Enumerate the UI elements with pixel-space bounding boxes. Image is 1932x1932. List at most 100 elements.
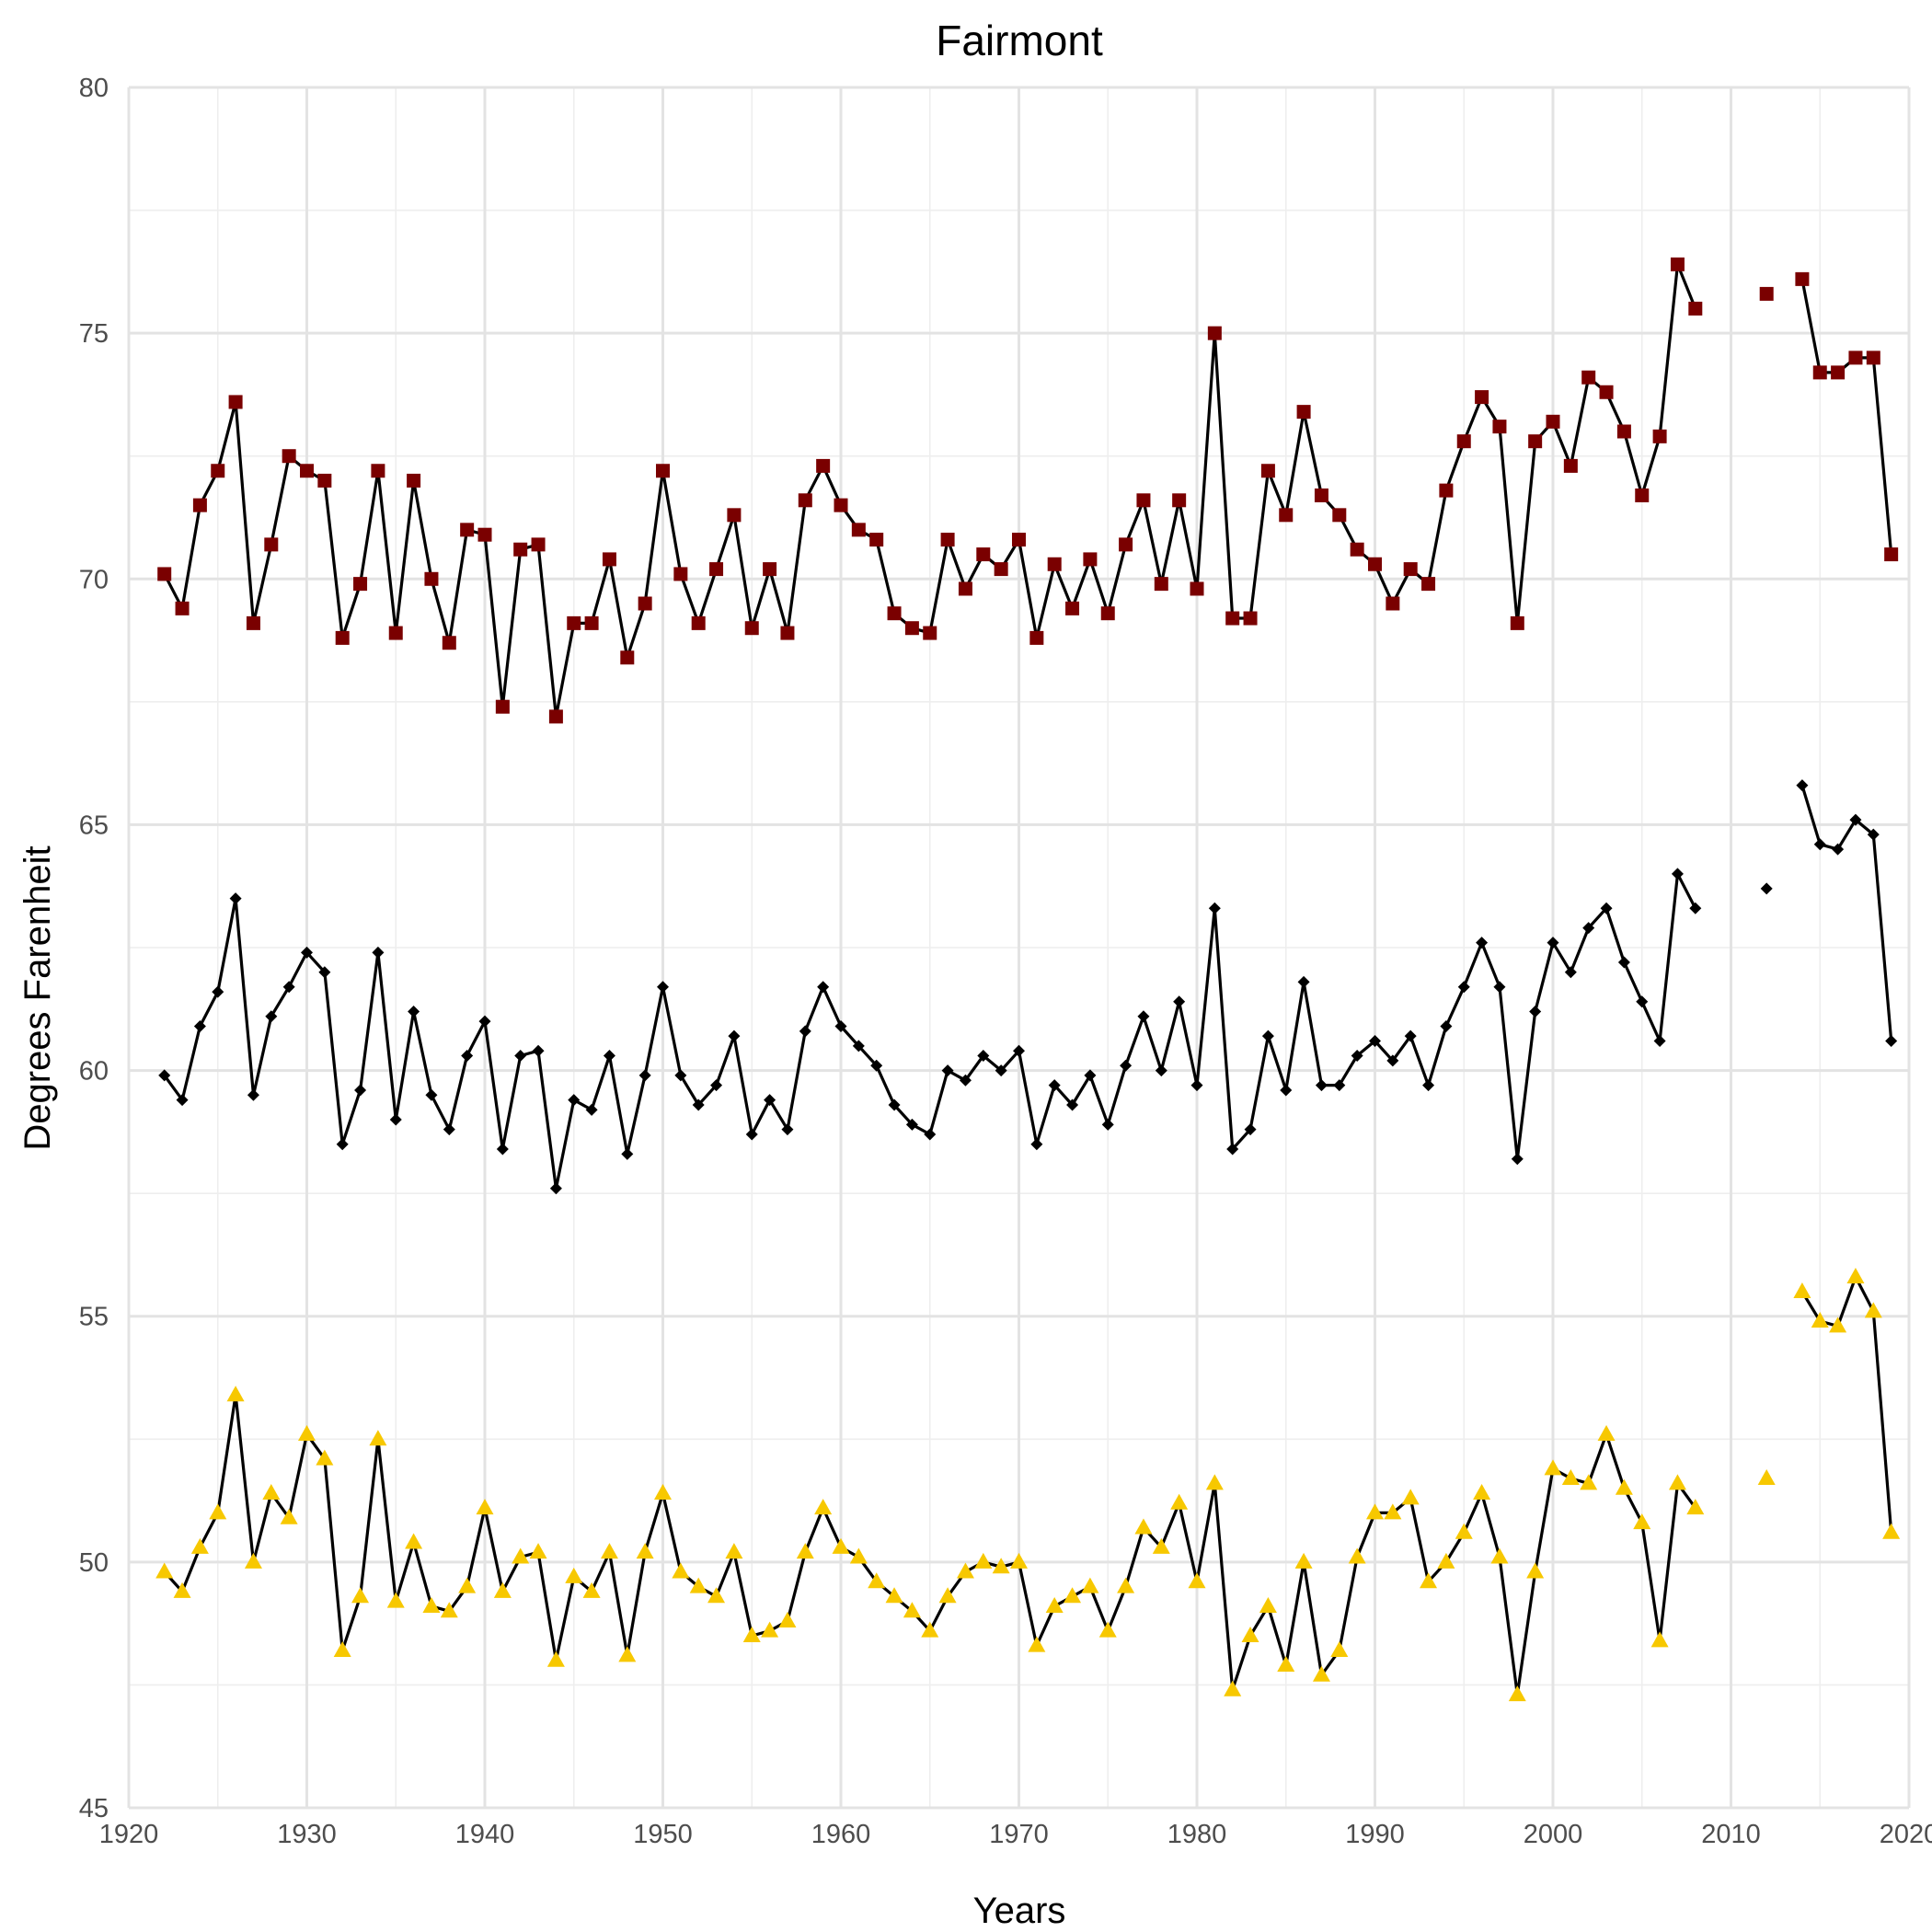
- diamond-point: [1493, 981, 1506, 994]
- triangle-point: [707, 1587, 726, 1604]
- triangle-point: [1098, 1621, 1117, 1638]
- square-point: [282, 449, 296, 464]
- x-tick-label: 1990: [1345, 1820, 1405, 1849]
- triangle-point: [1686, 1499, 1705, 1515]
- triangle-point: [689, 1577, 707, 1593]
- square-point: [157, 567, 172, 581]
- square-point: [1260, 464, 1275, 478]
- triangle-point: [618, 1646, 637, 1662]
- diamond-point: [496, 1143, 509, 1156]
- diamond-point: [176, 1094, 189, 1107]
- triangle-point: [974, 1552, 993, 1569]
- diamond-point: [336, 1138, 349, 1151]
- series-layer: [155, 257, 1901, 1702]
- y-tick-label: 65: [79, 811, 109, 840]
- square-point: [923, 626, 937, 640]
- diamond-point: [568, 1094, 581, 1107]
- triangle-point: [1526, 1562, 1545, 1579]
- triangle-point: [1294, 1552, 1313, 1569]
- triangle-point: [405, 1533, 423, 1549]
- series-2: [158, 779, 1898, 1195]
- triangle-point: [529, 1543, 547, 1559]
- square-point: [1510, 615, 1524, 630]
- triangle-point: [868, 1572, 886, 1589]
- x-tick-label: 1980: [1167, 1820, 1227, 1849]
- square-point: [976, 547, 991, 562]
- square-point: [264, 537, 279, 552]
- diamond-point: [532, 1044, 545, 1057]
- triangle-point: [956, 1562, 974, 1579]
- square-point: [548, 709, 563, 724]
- square-point: [175, 601, 190, 615]
- triangle-point: [1473, 1484, 1491, 1501]
- diamond-point: [692, 1098, 705, 1111]
- square-point: [1616, 424, 1631, 439]
- triangle-point: [885, 1587, 903, 1604]
- diamond-point: [781, 1123, 794, 1136]
- triangle-point: [1508, 1685, 1526, 1702]
- square-point: [1475, 390, 1489, 405]
- diamond-point: [229, 892, 242, 905]
- diamond-point: [1867, 828, 1880, 841]
- diamond-point: [212, 985, 224, 998]
- triangle-point: [351, 1587, 370, 1604]
- diamond-point: [1885, 1035, 1898, 1048]
- triangle-point: [1846, 1267, 1865, 1283]
- square-point: [1403, 562, 1418, 577]
- diamond-point: [1617, 956, 1630, 969]
- diamond-point: [852, 1040, 865, 1052]
- diamond-point: [1671, 868, 1684, 880]
- square-point: [958, 581, 972, 596]
- triangle-point: [1668, 1474, 1686, 1490]
- x-tick-label: 1930: [277, 1820, 337, 1849]
- triangle-point: [1864, 1302, 1882, 1318]
- x-tick-label: 2000: [1524, 1820, 1583, 1849]
- triangle-point: [1811, 1312, 1829, 1328]
- square-point: [228, 395, 243, 409]
- square-point: [1136, 493, 1151, 508]
- triangle-point: [1366, 1503, 1384, 1520]
- diamond-point: [1440, 1019, 1453, 1032]
- triangle-point: [778, 1611, 797, 1627]
- y-axis-ticks: 45 50 55 60 65 70 75 80: [79, 74, 109, 1823]
- square-point: [656, 464, 670, 478]
- square-point: [1866, 351, 1880, 365]
- triangle-point: [903, 1602, 921, 1618]
- diamond-point: [585, 1103, 598, 1116]
- diamond-point: [1849, 813, 1862, 826]
- x-tick-label: 2020: [1880, 1820, 1932, 1849]
- square-point: [1439, 483, 1454, 498]
- triangle-point: [1188, 1572, 1206, 1589]
- diamond-point: [1796, 779, 1809, 792]
- square-point: [388, 626, 403, 640]
- triangle-point: [725, 1543, 743, 1559]
- square-point: [1083, 552, 1098, 567]
- triangle-point: [654, 1484, 672, 1501]
- square-point: [1759, 286, 1774, 301]
- square-point: [531, 537, 546, 552]
- triangle-point: [386, 1592, 405, 1608]
- diamond-point: [1120, 1059, 1133, 1072]
- diamond-point: [247, 1088, 259, 1101]
- triangle-point: [761, 1621, 779, 1638]
- series-line: [163, 1275, 1893, 1696]
- square-point: [442, 636, 456, 650]
- diamond-point: [834, 1019, 847, 1032]
- diamond-point: [1066, 1098, 1079, 1111]
- square-point: [904, 621, 919, 636]
- diamond-point: [1422, 1079, 1435, 1092]
- square-point: [763, 562, 777, 577]
- triangle-point: [1490, 1547, 1509, 1564]
- square-point: [1012, 533, 1026, 547]
- square-point: [1581, 370, 1596, 385]
- diamond-point: [461, 1050, 474, 1063]
- square-point: [1279, 508, 1294, 523]
- diamond-point: [1564, 966, 1577, 979]
- diamond-point: [282, 981, 295, 994]
- diamond-point: [1173, 995, 1186, 1008]
- square-point: [780, 626, 795, 640]
- triangle-point: [849, 1547, 868, 1564]
- x-tick-label: 1940: [455, 1820, 515, 1849]
- diamond-point: [1244, 1123, 1257, 1136]
- diamond-point: [158, 1069, 171, 1082]
